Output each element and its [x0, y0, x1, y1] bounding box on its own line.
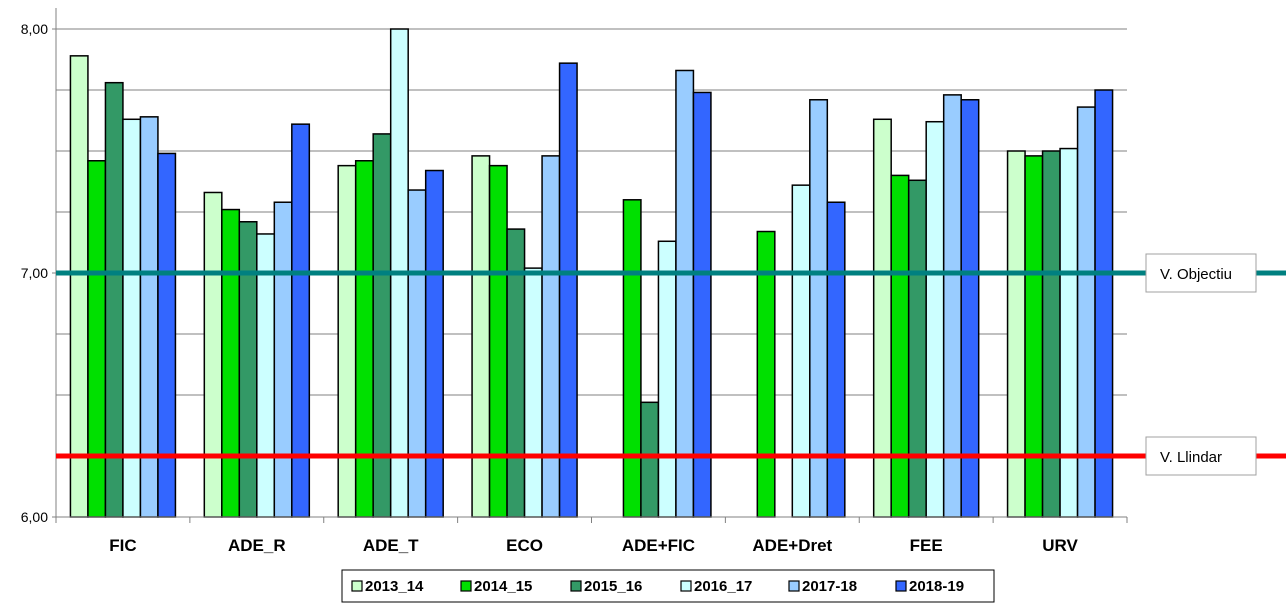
bar-2017-18-ADE_R	[273, 201, 293, 518]
bar-2015_16-URV	[1041, 150, 1061, 518]
bar-2018-19-ADE_T	[424, 169, 444, 518]
legend-box	[341, 569, 995, 603]
y-tick-label: 6,00	[21, 509, 48, 525]
bar-2014_15-FEE	[890, 174, 910, 518]
bar-2018-19-ADE+Dret	[826, 201, 846, 518]
bar-2018-19-URV	[1094, 89, 1114, 518]
x-category-label: ADE_R	[228, 536, 286, 555]
x-category-label: ADE+Dret	[752, 536, 832, 555]
legend-label: 2017-18	[802, 578, 857, 595]
bar-2013_14-URV	[1006, 150, 1026, 518]
y-tick-label: 8,00	[21, 21, 48, 37]
axes: 6,00 7,00 8,00 FIC ADE_R ADE_T ECO ADE+FIC ADE+D…	[21, 8, 1128, 555]
bar-2017-18-ADE_T	[407, 189, 427, 518]
bar-2018-19-ECO	[558, 62, 578, 518]
legend-label: 2018-19	[909, 578, 964, 595]
y-tick-label: 7,00	[21, 265, 48, 281]
bar-2015_16-ADE+FIC	[640, 401, 660, 518]
x-category-label: ADE+FIC	[622, 536, 695, 555]
bar-2015_16-FEE	[907, 179, 927, 518]
x-category-label: FIC	[109, 536, 136, 555]
legend-label: 2014_15	[474, 578, 532, 595]
bar-2015_16-FIC	[104, 81, 124, 518]
legend-swatch	[460, 580, 472, 592]
bar-2013_14-ADE_R	[203, 191, 223, 518]
bar-2016_17-ADE_R	[256, 233, 276, 518]
bar-2015_16-ADE_R	[238, 221, 258, 518]
bar-2014_15-URV	[1024, 155, 1044, 518]
reference-label-box	[1145, 253, 1257, 293]
x-category-label: URV	[1042, 536, 1078, 555]
legend-swatch	[895, 580, 907, 592]
bar-2013_14-ADE_T	[337, 164, 357, 518]
bar-2013_14-FIC	[69, 55, 89, 518]
x-category-label: ECO	[506, 536, 543, 555]
bar-2014_15-ADE_T	[354, 160, 374, 518]
bar-2014_15-FIC	[87, 160, 107, 518]
bar-2016_17-ADE+FIC	[657, 240, 677, 518]
bar-2013_14-ECO	[471, 155, 491, 518]
reference-label-box	[1145, 436, 1257, 476]
bar-2016_17-URV	[1059, 147, 1079, 518]
bars	[69, 28, 1114, 518]
reference-lines: V. Objectiu V. Llindar	[56, 253, 1286, 476]
bar-2014_15-ADE_R	[221, 208, 241, 518]
bar-2018-19-ADE+FIC	[692, 91, 712, 518]
reference-label: V. Llindar	[1160, 449, 1222, 466]
bar-2014_15-ADE+FIC	[622, 199, 642, 518]
legend-swatch	[570, 580, 582, 592]
reference-label: V. Objectiu	[1160, 266, 1232, 283]
legend-swatch	[680, 580, 692, 592]
x-category-label: ADE_T	[363, 536, 419, 555]
bar-2017-18-ADE+FIC	[675, 69, 695, 518]
bar-2016_17-ECO	[523, 267, 543, 518]
bar-2016_17-ADE+Dret	[791, 184, 811, 518]
bar-2018-19-FIC	[157, 152, 177, 518]
legend: 2013_14 2014_15 2015_16 2016_17 2017-18 2018-…	[341, 569, 995, 603]
bar-2014_15-ECO	[488, 164, 508, 518]
legend-label: 2016_17	[694, 578, 752, 595]
x-category-label: FEE	[910, 536, 943, 555]
legend-label: 2015_16	[584, 578, 642, 595]
bar-2015_16-ADE_T	[372, 133, 392, 518]
legend-swatch	[351, 580, 363, 592]
bar-2017-18-ECO	[541, 155, 561, 518]
legend-swatch	[788, 580, 800, 592]
legend-label: 2013_14	[365, 578, 424, 595]
